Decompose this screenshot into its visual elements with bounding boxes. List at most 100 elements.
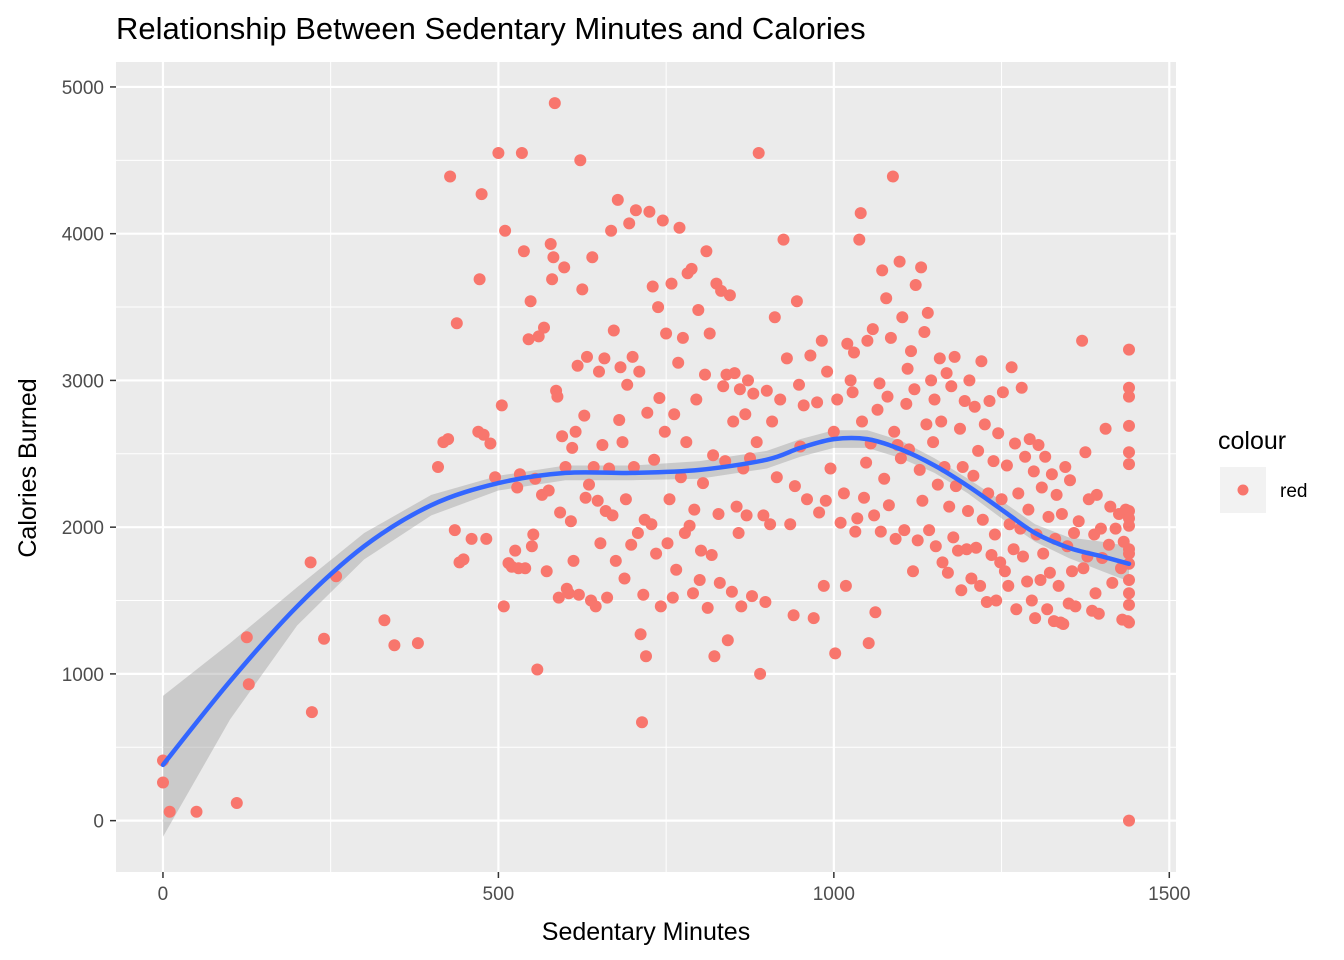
data-point	[1069, 600, 1082, 613]
data-point	[1076, 334, 1089, 347]
data-point	[972, 444, 985, 457]
data-point	[945, 380, 958, 393]
data-point	[940, 367, 953, 380]
data-point	[589, 600, 602, 613]
data-point	[670, 563, 683, 576]
data-point	[920, 418, 933, 431]
data-point	[1039, 450, 1052, 463]
data-point	[898, 524, 911, 537]
data-point	[759, 596, 772, 608]
data-point	[827, 425, 840, 438]
data-point	[527, 528, 540, 541]
data-point	[636, 716, 648, 729]
data-point	[643, 205, 656, 218]
data-point	[913, 463, 926, 476]
data-point	[697, 477, 709, 490]
data-point	[593, 365, 605, 378]
data-point	[963, 374, 976, 387]
smooth-line	[160, 435, 1132, 768]
data-point	[1109, 522, 1122, 535]
data-point	[542, 484, 555, 497]
data-point	[587, 461, 600, 473]
data-point	[571, 359, 584, 372]
data-point	[713, 576, 726, 589]
data-point	[524, 295, 537, 308]
data-point	[1123, 390, 1135, 403]
data-point	[856, 415, 868, 428]
data-point	[411, 637, 424, 650]
data-point	[943, 500, 956, 513]
data-point	[1035, 481, 1048, 494]
data-point	[538, 321, 550, 334]
data-point	[915, 261, 928, 274]
data-point	[750, 436, 763, 449]
data-point	[318, 632, 330, 645]
data-point	[888, 425, 901, 438]
data-point	[1077, 562, 1090, 575]
data-point	[1123, 343, 1135, 356]
data-point	[693, 574, 706, 586]
data-point	[831, 393, 844, 406]
data-point	[846, 386, 859, 399]
data-point	[569, 425, 582, 438]
data-point	[672, 356, 685, 369]
data-point	[936, 556, 949, 569]
legend-key-point	[1237, 484, 1249, 496]
data-point	[489, 471, 502, 484]
confidence-ribbon	[163, 430, 1129, 837]
data-point	[793, 378, 805, 391]
data-point	[611, 193, 624, 206]
data-point	[941, 566, 954, 579]
data-point	[668, 408, 681, 421]
data-point	[499, 224, 512, 237]
data-point	[661, 537, 674, 550]
data-point	[613, 414, 626, 426]
data-point	[1059, 461, 1072, 473]
data-point	[931, 478, 944, 491]
data-point	[1123, 574, 1135, 586]
data-point	[559, 461, 572, 473]
data-point	[1072, 515, 1085, 528]
data-point	[787, 609, 800, 622]
data-point	[640, 650, 652, 663]
data-point	[699, 368, 711, 381]
data-point	[654, 600, 667, 613]
data-point	[242, 678, 255, 691]
data-point	[790, 295, 803, 308]
data-point	[1123, 381, 1135, 394]
data-point	[554, 506, 567, 519]
data-point	[866, 323, 879, 336]
data-point	[517, 245, 530, 258]
data-point	[784, 518, 797, 531]
data-point	[1037, 547, 1050, 560]
data-point	[727, 415, 740, 428]
data-point	[665, 277, 678, 290]
plot-panel	[116, 62, 1176, 872]
data-point	[873, 377, 886, 390]
data-point	[1123, 519, 1135, 532]
data-point	[970, 541, 983, 554]
data-point	[909, 279, 922, 291]
data-point	[807, 612, 820, 625]
data-point	[444, 170, 457, 183]
data-point	[967, 469, 980, 482]
data-point	[605, 224, 618, 237]
data-point	[522, 333, 535, 346]
data-point	[598, 352, 611, 365]
data-point	[616, 436, 629, 449]
x-tick-label: 0	[158, 884, 169, 905]
data-point	[889, 532, 902, 545]
data-point	[473, 273, 486, 286]
data-point	[766, 415, 779, 428]
data-point	[607, 324, 620, 337]
data-point	[1034, 574, 1047, 586]
data-point	[974, 579, 987, 592]
data-point	[958, 395, 971, 407]
data-point	[746, 590, 758, 603]
data-point	[752, 147, 765, 159]
data-point	[878, 472, 891, 485]
legend: colour red	[1218, 427, 1307, 513]
y-axis-ticks: 0 1000 2000 3000 4000 5000	[62, 78, 116, 833]
data-point	[650, 547, 663, 560]
data-point	[673, 221, 686, 234]
